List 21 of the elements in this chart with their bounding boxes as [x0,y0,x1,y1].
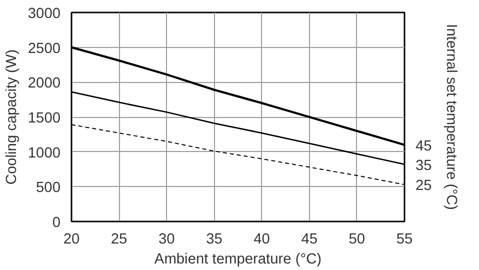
x-tick-label: 35 [206,232,222,248]
y-tick-label: 1000 [28,145,61,162]
y-tick-label: 3000 [28,6,61,22]
y-tick-label: 0 [52,215,61,231]
x-tick-label: 25 [110,232,128,248]
x-tick-label: 45 [301,232,318,248]
x-axis-title: Ambient temperature (°C) [154,252,322,268]
y2-axis-title: Internal set temperature (°C) [442,24,459,210]
y-tick-label: 1500 [28,110,61,126]
x-tick-label: 55 [396,232,413,248]
x-tick-label: 20 [63,232,80,248]
y-tick-label: 2000 [28,76,61,92]
series-label: 25 [416,178,432,194]
x-tick-label: 30 [158,232,175,248]
series-label: 45 [416,138,432,154]
y-tick-label: 2500 [28,40,61,57]
series-label: 35 [416,158,432,174]
y-tick-label: 500 [36,180,61,196]
x-tick-label: 50 [348,232,366,248]
x-tick-label: 40 [254,232,270,248]
y-axis-title: Cooling capacity (W) [4,49,20,185]
